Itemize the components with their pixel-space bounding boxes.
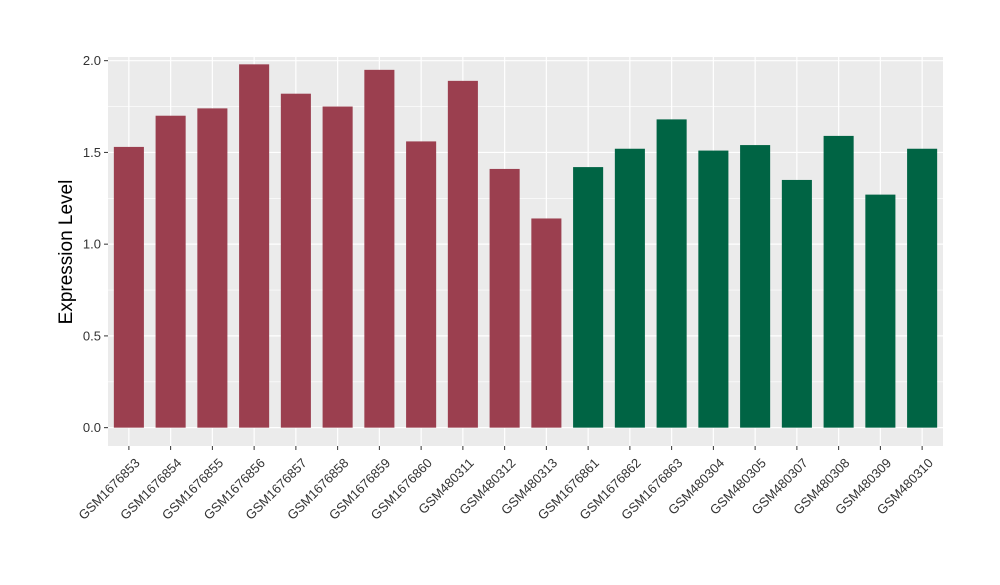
bar-gsm1676858 <box>322 106 353 428</box>
bar-gsm1676859 <box>364 69 395 428</box>
bar-gsm1676853 <box>113 146 144 428</box>
bar-gsm1676863 <box>656 119 687 428</box>
bar-gsm480305 <box>740 145 771 428</box>
plot-panel <box>108 57 943 446</box>
bar-gsm1676855 <box>197 108 228 428</box>
y-tick-label: 0.0 <box>83 420 101 435</box>
bar-gsm1676857 <box>280 93 311 428</box>
x-axis: GSM1676853GSM1676854GSM1676855GSM1676856… <box>75 446 936 523</box>
bar-gsm480304 <box>698 150 729 428</box>
bar-gsm480312 <box>489 168 520 428</box>
y-axis: 0.0 0.5 1.0 1.5 2.0 <box>83 53 108 435</box>
y-tick-label: 2.0 <box>83 53 101 68</box>
bars <box>113 64 938 428</box>
bar-gsm480310 <box>907 148 938 428</box>
bar-gsm480307 <box>781 179 812 428</box>
y-tick-label: 0.5 <box>83 328 101 343</box>
y-tick-label: 1.5 <box>83 145 101 160</box>
bar-gsm1676862 <box>614 148 645 428</box>
bar-gsm1676856 <box>239 64 270 428</box>
bar-gsm480308 <box>823 135 854 428</box>
y-axis-label: Expression Level <box>56 180 77 325</box>
bar-gsm1676860 <box>406 141 437 428</box>
y-tick-label: 1.0 <box>83 237 101 252</box>
bar-gsm480309 <box>865 194 896 428</box>
bar-gsm1676854 <box>155 115 186 428</box>
bar-gsm480311 <box>447 80 478 428</box>
bar-gsm1676861 <box>573 167 604 428</box>
bar-gsm480313 <box>531 218 562 428</box>
